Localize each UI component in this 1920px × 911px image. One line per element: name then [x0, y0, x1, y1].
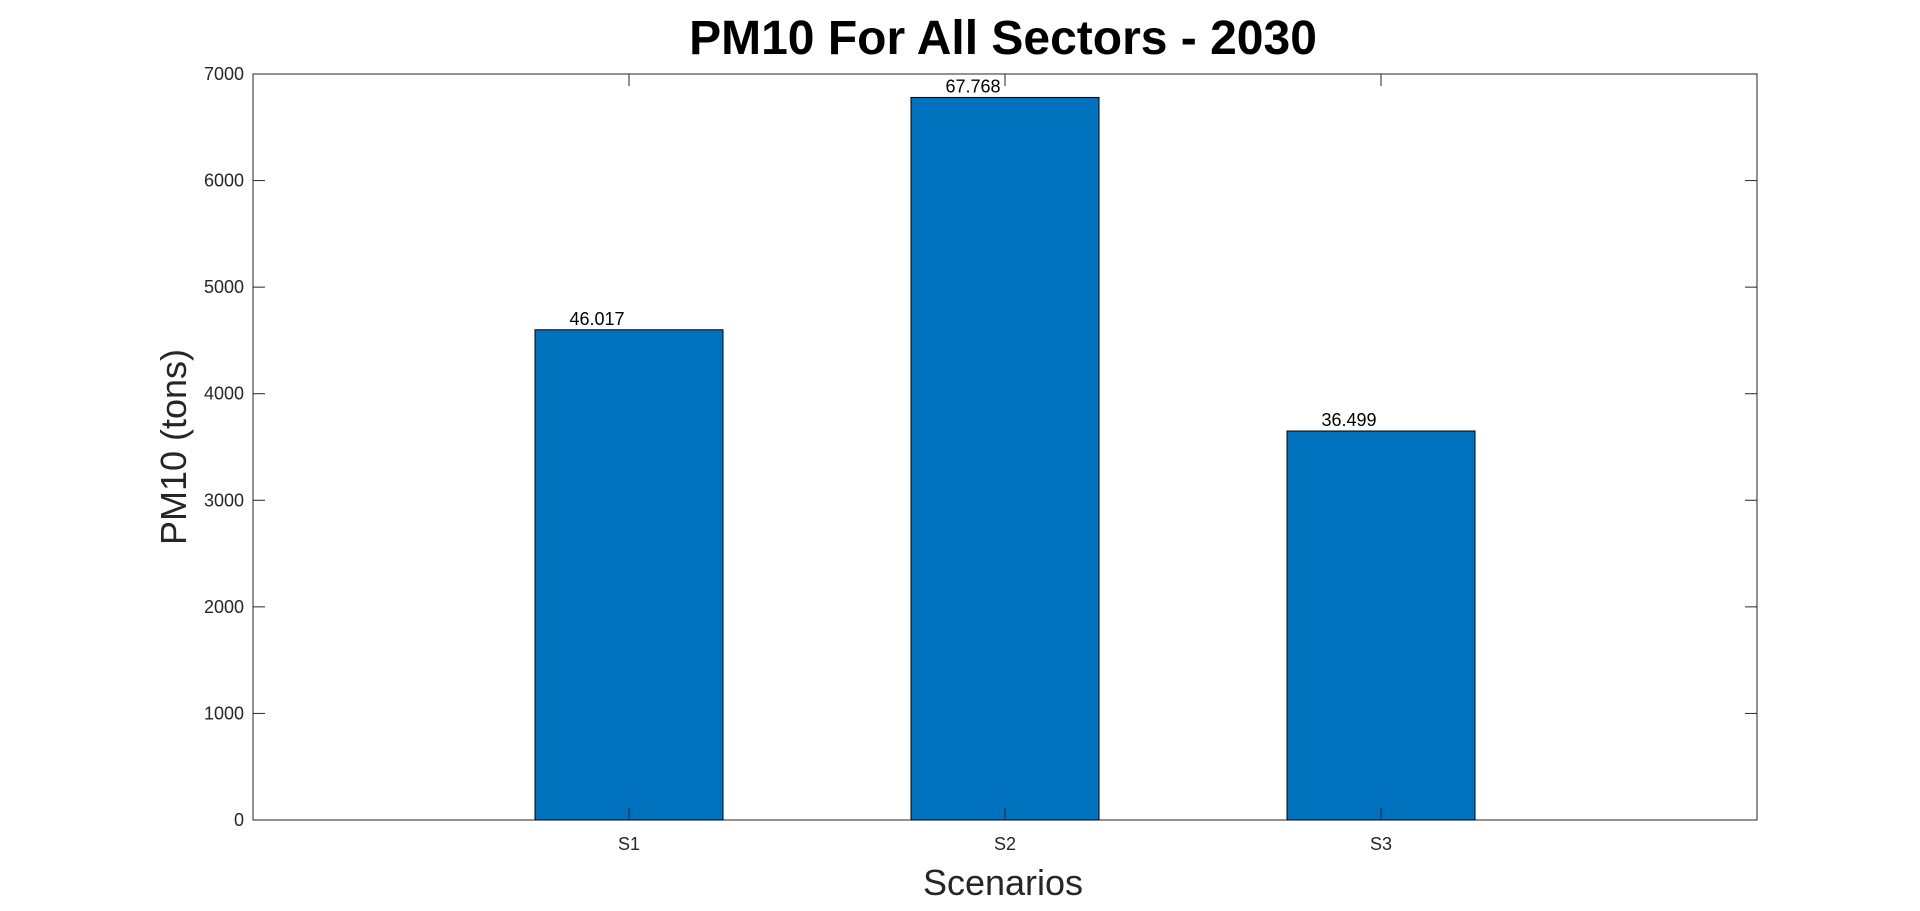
y-tick-label: 5000	[204, 277, 244, 297]
y-axis-label: PM10 (tons)	[153, 349, 194, 545]
y-tick-label: 0	[234, 810, 244, 830]
x-tick-label: S1	[618, 834, 640, 854]
data-label: 67.768	[945, 76, 1000, 96]
bar-S3	[1286, 430, 1476, 821]
x-tick-label: S3	[1370, 834, 1392, 854]
y-tick-label: 2000	[204, 597, 244, 617]
y-tick-label: 4000	[204, 384, 244, 404]
data-label: 46.017	[569, 309, 624, 329]
x-axis-label: Scenarios	[923, 862, 1083, 903]
y-tick-label: 7000	[204, 64, 244, 84]
chart-title: PM10 For All Sectors - 2030	[689, 12, 1317, 65]
bar-S1	[534, 329, 724, 821]
data-label: 36.499	[1321, 410, 1376, 430]
y-tick-label: 3000	[204, 490, 244, 510]
bar-S2	[910, 96, 1100, 821]
y-tick-label: 1000	[204, 703, 244, 723]
y-tick-label: 6000	[204, 171, 244, 191]
plot-area: 0 1000 2000 3000 4000 5000 6000 7000 S1 46.017 S2 6…	[204, 64, 1758, 854]
x-tick-label: S2	[994, 834, 1016, 854]
